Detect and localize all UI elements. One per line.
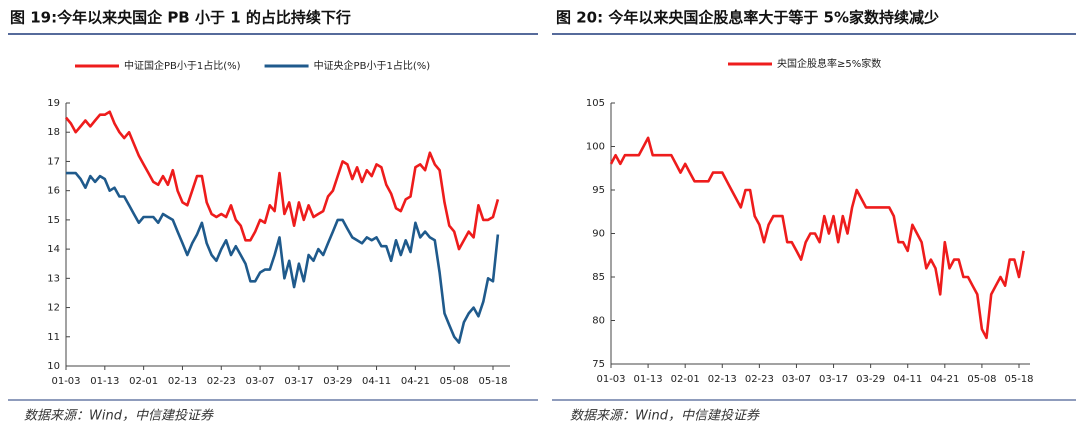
x-tick-label: 03-17 xyxy=(284,376,313,387)
x-tick-label: 02-01 xyxy=(129,376,158,387)
x-tick-label: 02-13 xyxy=(708,374,737,385)
series-line xyxy=(64,110,500,251)
x-tick-label: 02-01 xyxy=(671,374,700,385)
source: 数据来源：Wind，中信建投证券 xyxy=(24,409,214,424)
x-tick-label: 05-08 xyxy=(967,374,996,385)
x-tick-label: 01-03 xyxy=(51,376,80,387)
series-line xyxy=(66,171,500,344)
y-tick-label: 15 xyxy=(47,215,60,226)
y-tick-label: 75 xyxy=(592,359,605,370)
y-tick-label: 13 xyxy=(47,273,60,284)
x-tick-label: 04-21 xyxy=(930,374,959,385)
y-tick-label: 17 xyxy=(47,156,60,167)
chart-title: 图 20: 今年以来央国企股息率大于等于 5%家数持续减少 xyxy=(556,9,939,27)
x-tick-label: 03-07 xyxy=(246,376,275,387)
x-tick-label: 01-03 xyxy=(596,374,625,385)
x-tick-label: 03-29 xyxy=(323,376,352,387)
y-tick-label: 100 xyxy=(586,142,605,153)
chart-title: 图 19:今年以来央国企 PB 小于 1 的占比持续下行 xyxy=(10,9,351,27)
x-tick-label: 05-08 xyxy=(440,376,469,387)
y-tick-label: 18 xyxy=(47,127,60,138)
y-tick-label: 19 xyxy=(47,98,60,109)
y-tick-label: 90 xyxy=(592,229,605,240)
x-tick-label: 04-11 xyxy=(893,374,922,385)
x-tick-label: 04-21 xyxy=(401,376,430,387)
y-tick-label: 105 xyxy=(586,98,605,109)
y-tick-label: 85 xyxy=(592,272,605,283)
y-tick-label: 11 xyxy=(47,332,60,343)
x-tick-label: 02-23 xyxy=(207,376,236,387)
x-tick-label: 02-13 xyxy=(168,376,197,387)
x-tick-label: 03-07 xyxy=(782,374,811,385)
x-tick-label: 02-23 xyxy=(745,374,774,385)
y-tick-label: 14 xyxy=(47,244,60,255)
y-tick-label: 95 xyxy=(592,185,605,196)
x-tick-label: 04-11 xyxy=(362,376,391,387)
y-tick-label: 80 xyxy=(592,316,605,327)
legend-label: 央国企股息率≥5%家数 xyxy=(777,57,881,70)
series-line xyxy=(609,136,1025,340)
source: 数据来源：Wind，中信建投证券 xyxy=(570,409,760,424)
x-tick-label: 01-13 xyxy=(634,374,663,385)
x-tick-label: 03-29 xyxy=(856,374,885,385)
legend-label: 中证央企PB小于1占比(%) xyxy=(314,59,431,72)
y-tick-label: 10 xyxy=(47,361,60,372)
x-tick-label: 03-17 xyxy=(819,374,848,385)
x-tick-label: 05-18 xyxy=(1004,374,1033,385)
legend-label: 中证国企PB小于1占比(%) xyxy=(124,59,241,72)
y-tick-label: 12 xyxy=(47,303,60,314)
x-tick-label: 01-13 xyxy=(90,376,119,387)
y-tick-label: 16 xyxy=(47,186,60,197)
x-tick-label: 05-18 xyxy=(478,376,507,387)
